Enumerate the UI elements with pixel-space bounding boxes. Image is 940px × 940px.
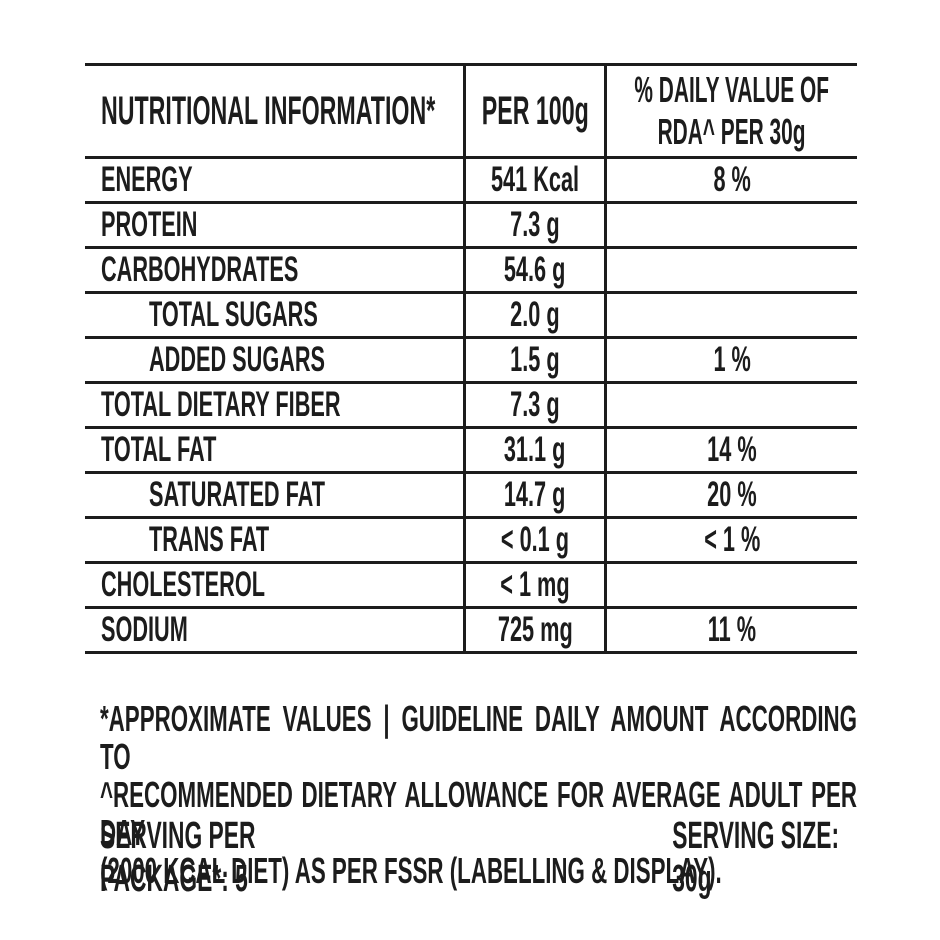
- row-value-rda: 14 %: [607, 426, 857, 471]
- row-label: TRANS FAT: [85, 516, 463, 561]
- header-per-100g: PER 100g: [463, 66, 607, 156]
- row-label: SODIUM: [85, 606, 463, 651]
- row-value-rda: < 1 %: [607, 516, 857, 561]
- footnote-line-3: (2000 KCAL DIET) AS PER FSSR (LABELLING …: [100, 850, 722, 891]
- row-value-rda: [607, 561, 857, 606]
- row-label: CHOLESTEROL: [85, 561, 463, 606]
- row-value-rda: [607, 381, 857, 426]
- row-value-per-100g: 14.7 g: [463, 471, 607, 516]
- row-label: TOTAL FAT: [85, 426, 463, 471]
- row-label: CARBOHYDRATES: [85, 246, 463, 291]
- row-value-per-100g: 725 mg: [463, 606, 607, 651]
- header-nutritional-information: NUTRITIONAL INFORMATION*: [85, 66, 463, 156]
- header-rda-line1: % DAILY VALUE OF: [634, 69, 830, 110]
- row-value-rda: [607, 246, 857, 291]
- header-per-100g-label: PER 100g: [481, 88, 589, 133]
- serving-per-package: SERVING PER PACKAGE*: 5: [100, 815, 256, 900]
- row-value-per-100g: 31.1 g: [463, 426, 607, 471]
- row-value-per-100g: 54.6 g: [463, 246, 607, 291]
- footnote: *APPROXIMATE VALUES | GUIDELINE DAILY AM…: [100, 700, 857, 890]
- header-rda: % DAILY VALUE OF RDA^ PER 30g: [607, 66, 857, 156]
- serving-info-row: SERVING PER PACKAGE*: 5 SERVING SIZE: 30…: [100, 815, 857, 900]
- nutrition-table: NUTRITIONAL INFORMATION* PER 100g % DAIL…: [85, 63, 857, 654]
- footnote-line-1: *APPROXIMATE VALUES | GUIDELINE DAILY AM…: [100, 698, 858, 777]
- row-value-rda: 11 %: [607, 606, 857, 651]
- row-value-per-100g: 541 Kcal: [463, 156, 607, 201]
- header-nutritional-information-label: NUTRITIONAL INFORMATION*: [101, 88, 436, 133]
- row-value-per-100g: 1.5 g: [463, 336, 607, 381]
- row-value-per-100g: < 1 mg: [463, 561, 607, 606]
- row-value-per-100g: < 0.1 g: [463, 516, 607, 561]
- row-value-rda: [607, 291, 857, 336]
- row-value-rda: [607, 201, 857, 246]
- row-value-rda: 20 %: [607, 471, 857, 516]
- row-label: TOTAL SUGARS: [85, 291, 463, 336]
- serving-size: SERVING SIZE: 30g: [672, 815, 839, 900]
- row-label: ADDED SUGARS: [85, 336, 463, 381]
- row-label: SATURATED FAT: [85, 471, 463, 516]
- header-rda-line2: RDA^ PER 30g: [658, 111, 806, 152]
- row-value-per-100g: 2.0 g: [463, 291, 607, 336]
- row-value-per-100g: 7.3 g: [463, 381, 607, 426]
- header-rda-lines: % DAILY VALUE OF RDA^ PER 30g: [607, 69, 857, 153]
- row-value-per-100g: 7.3 g: [463, 201, 607, 246]
- row-label: TOTAL DIETARY FIBER: [85, 381, 463, 426]
- row-value-rda: 1 %: [607, 336, 857, 381]
- footnote-line-2: ^RECOMMENDED DIETARY ALLOWANCE FOR AVERA…: [100, 774, 858, 853]
- row-label: ENERGY: [85, 156, 463, 201]
- row-label: PROTEIN: [85, 201, 463, 246]
- row-value-rda: 8 %: [607, 156, 857, 201]
